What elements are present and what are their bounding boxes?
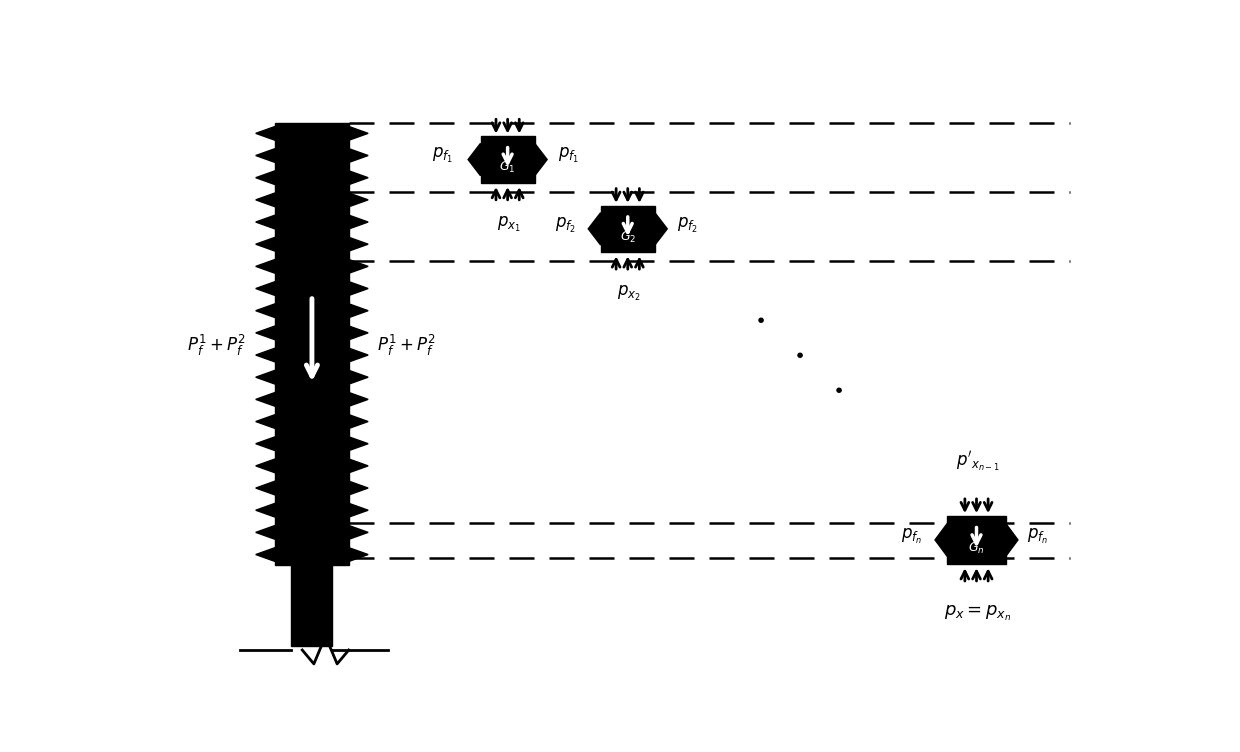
Polygon shape — [255, 370, 275, 384]
Polygon shape — [348, 126, 368, 141]
Polygon shape — [255, 393, 275, 406]
Polygon shape — [348, 481, 368, 495]
Text: $\bullet$: $\bullet$ — [792, 344, 804, 363]
Polygon shape — [348, 414, 368, 429]
Polygon shape — [348, 348, 368, 362]
Polygon shape — [255, 171, 275, 185]
Text: $p_{f_n}$: $p_{f_n}$ — [1027, 526, 1049, 546]
Text: $p_{f_2}$: $p_{f_2}$ — [677, 215, 698, 235]
Polygon shape — [348, 171, 368, 185]
Polygon shape — [348, 370, 368, 384]
Text: $p_{f_1}$: $p_{f_1}$ — [433, 146, 454, 165]
Polygon shape — [255, 238, 275, 251]
Polygon shape — [255, 503, 275, 517]
Polygon shape — [255, 215, 275, 229]
Text: $\bullet$: $\bullet$ — [754, 309, 765, 329]
Polygon shape — [255, 193, 275, 207]
Bar — [947, 516, 1006, 564]
Polygon shape — [255, 326, 275, 340]
Text: $G_1$: $G_1$ — [500, 160, 516, 175]
Polygon shape — [255, 437, 275, 450]
Polygon shape — [348, 149, 368, 162]
Polygon shape — [1006, 523, 1018, 556]
Text: $P_f^1+P_f^2$: $P_f^1+P_f^2$ — [187, 333, 247, 359]
Polygon shape — [255, 526, 275, 539]
Polygon shape — [255, 348, 275, 362]
Polygon shape — [348, 437, 368, 450]
Polygon shape — [348, 326, 368, 340]
Polygon shape — [348, 526, 368, 539]
Polygon shape — [255, 304, 275, 317]
Polygon shape — [255, 149, 275, 162]
Polygon shape — [534, 144, 547, 176]
Polygon shape — [255, 259, 275, 273]
Polygon shape — [348, 238, 368, 251]
Polygon shape — [655, 213, 667, 245]
Polygon shape — [255, 481, 275, 495]
Bar — [275, 123, 348, 566]
Text: $P_f^1+P_f^2$: $P_f^1+P_f^2$ — [377, 333, 436, 359]
Polygon shape — [255, 547, 275, 562]
Text: $p_x= p_{x_n}$: $p_x= p_{x_n}$ — [945, 604, 1012, 623]
Polygon shape — [348, 393, 368, 406]
Bar — [600, 206, 655, 252]
Text: $G_n$: $G_n$ — [968, 541, 985, 556]
Text: $p_{x_2}$: $p_{x_2}$ — [618, 284, 641, 303]
Polygon shape — [469, 144, 481, 176]
Text: $G_2$: $G_2$ — [620, 229, 636, 244]
Text: $p_{f_2}$: $p_{f_2}$ — [554, 215, 575, 235]
Polygon shape — [348, 259, 368, 273]
Polygon shape — [588, 213, 600, 245]
Bar — [291, 563, 332, 646]
Polygon shape — [348, 547, 368, 562]
Polygon shape — [348, 459, 368, 473]
Polygon shape — [348, 503, 368, 517]
Polygon shape — [255, 414, 275, 429]
Polygon shape — [348, 281, 368, 296]
Text: $p'_{x_{n-1}}$: $p'_{x_{n-1}}$ — [956, 450, 999, 474]
Polygon shape — [255, 126, 275, 141]
Text: $p_{x_1}$: $p_{x_1}$ — [497, 215, 521, 234]
Text: $p_{f_1}$: $p_{f_1}$ — [558, 146, 579, 165]
Text: $\bullet$: $\bullet$ — [832, 379, 842, 398]
Polygon shape — [935, 523, 947, 556]
Polygon shape — [255, 281, 275, 296]
Text: $p_{f_n}$: $p_{f_n}$ — [901, 526, 923, 546]
Polygon shape — [348, 215, 368, 229]
Polygon shape — [348, 304, 368, 317]
Bar — [481, 136, 534, 183]
Polygon shape — [348, 193, 368, 207]
Text: $P_x(t)$: $P_x(t)$ — [291, 604, 332, 625]
Polygon shape — [255, 459, 275, 473]
